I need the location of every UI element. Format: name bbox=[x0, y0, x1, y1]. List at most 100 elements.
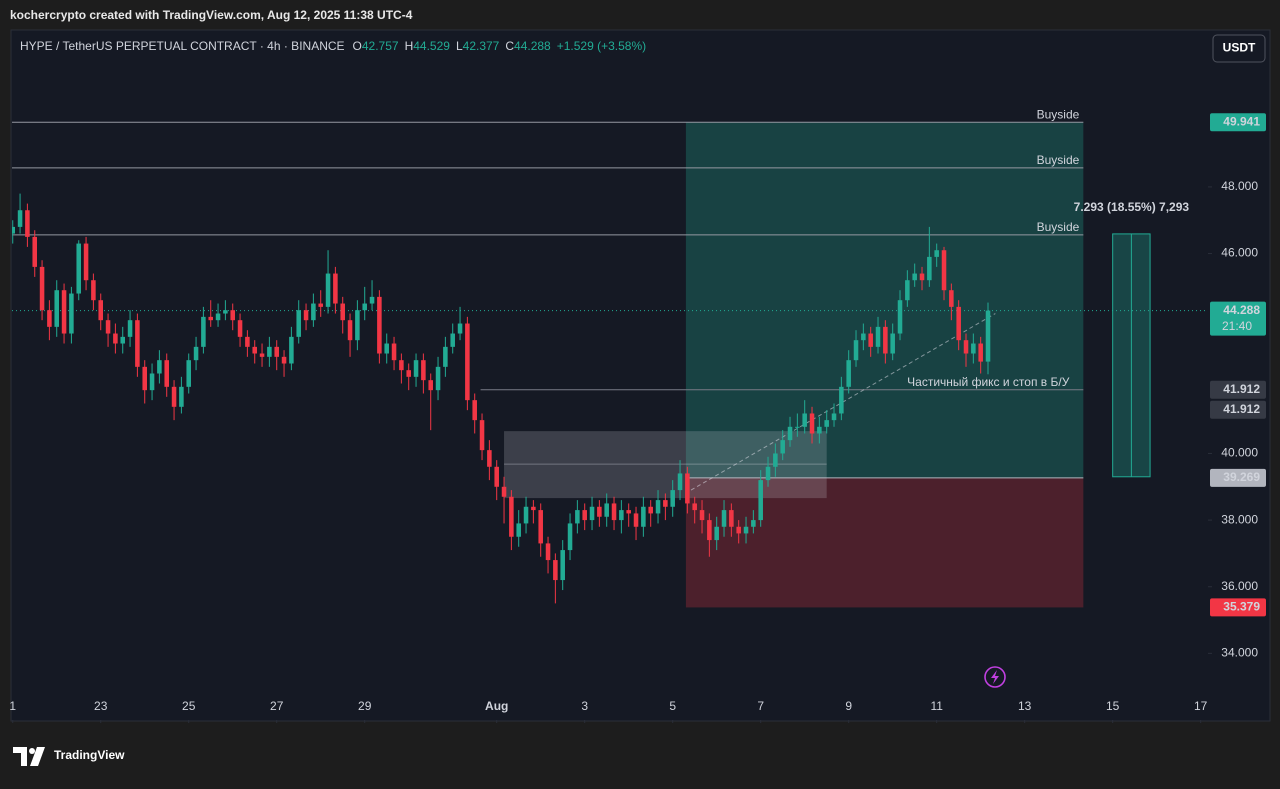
candle-body bbox=[985, 310, 991, 362]
candle-body bbox=[721, 510, 727, 527]
candle-body bbox=[604, 503, 609, 517]
candle-body bbox=[714, 526, 719, 541]
candle-body bbox=[883, 326, 888, 354]
candle-body bbox=[39, 266, 45, 311]
candle-body bbox=[516, 523, 521, 537]
change: +1.529 (+3.58%) bbox=[557, 39, 646, 53]
candle-body bbox=[347, 320, 353, 341]
candle-body bbox=[25, 210, 30, 237]
candle-body bbox=[677, 473, 683, 491]
candle-body bbox=[318, 303, 323, 307]
candle-body bbox=[355, 310, 360, 341]
candle-body bbox=[142, 366, 147, 391]
candle-body bbox=[193, 346, 199, 361]
candle-body bbox=[340, 303, 345, 321]
x-tick-label: Aug bbox=[485, 699, 508, 713]
candle-body bbox=[956, 306, 961, 341]
last-price-box bbox=[1210, 301, 1266, 336]
candle-body bbox=[531, 506, 536, 511]
candle-body bbox=[875, 326, 881, 347]
chart-panel bbox=[10, 29, 1271, 722]
candle-body bbox=[362, 303, 367, 311]
buyside-label: Buyside bbox=[1037, 220, 1080, 234]
candle-body bbox=[333, 273, 338, 304]
ohlc-key: O bbox=[353, 39, 362, 53]
currency-button[interactable] bbox=[1212, 34, 1266, 63]
brand: TradingView bbox=[54, 748, 125, 762]
candle-body bbox=[670, 490, 675, 507]
candle-body bbox=[127, 320, 133, 337]
candle-body bbox=[560, 550, 565, 581]
target-tag bbox=[1210, 113, 1266, 132]
y-tick-label: 38.000 bbox=[1221, 512, 1258, 526]
candle-body bbox=[391, 343, 397, 361]
x-tick-label: 23 bbox=[94, 699, 108, 713]
entry-label: 39.269 bbox=[1223, 470, 1260, 484]
candle-body bbox=[934, 250, 939, 257]
candle-body bbox=[230, 310, 235, 321]
candle-body bbox=[208, 316, 213, 321]
candle-body bbox=[575, 510, 580, 524]
candle-body bbox=[751, 520, 756, 527]
candle-body bbox=[978, 343, 983, 362]
candle-body bbox=[736, 526, 741, 534]
candle-body bbox=[113, 333, 118, 344]
x-tick-label: 15 bbox=[1106, 699, 1120, 713]
candle-body bbox=[98, 300, 104, 321]
lightning-icon[interactable] bbox=[984, 666, 1006, 688]
candle-body bbox=[868, 333, 873, 347]
candle-body bbox=[450, 333, 455, 347]
candle-body bbox=[692, 503, 697, 511]
candle-body bbox=[12, 226, 16, 234]
candle-body bbox=[523, 506, 529, 524]
candle-body bbox=[406, 370, 411, 377]
candle-body bbox=[919, 273, 925, 281]
x-tick-label: 3 bbox=[581, 699, 588, 713]
candle-body bbox=[787, 426, 793, 441]
candle-body bbox=[281, 356, 287, 364]
y-tick-label: 34.000 bbox=[1221, 646, 1258, 660]
candle-body bbox=[443, 346, 448, 367]
candle-body bbox=[61, 290, 67, 334]
breakeven-tag bbox=[1210, 380, 1266, 399]
x-tick-label: 25 bbox=[182, 699, 196, 713]
candle-body bbox=[861, 333, 866, 341]
candle-body bbox=[685, 473, 690, 504]
candle-body bbox=[553, 560, 558, 581]
candle-body bbox=[795, 426, 800, 428]
candle-body bbox=[897, 300, 903, 334]
candle-body bbox=[626, 510, 631, 514]
candle-body bbox=[274, 346, 279, 357]
target-label: 49.941 bbox=[1223, 114, 1260, 128]
x-tick-label: 27 bbox=[270, 699, 284, 713]
candle-body bbox=[201, 316, 206, 347]
candle-body bbox=[457, 323, 463, 334]
candle-body bbox=[743, 526, 749, 534]
candle-body bbox=[17, 210, 23, 227]
candle-body bbox=[853, 340, 859, 361]
candle-body bbox=[809, 413, 815, 434]
candle-body bbox=[76, 243, 82, 294]
candle-body bbox=[780, 440, 785, 454]
candle-body bbox=[369, 296, 375, 304]
candle-body bbox=[435, 366, 441, 391]
candle-body bbox=[83, 243, 89, 281]
candle-body bbox=[648, 506, 653, 514]
last-price-label: 44.288 bbox=[1223, 303, 1260, 317]
candle-body bbox=[428, 380, 433, 391]
ohlc-key: L bbox=[456, 39, 463, 53]
measure-label: 7.293 (18.55%) 7,293 bbox=[1074, 200, 1190, 214]
candle-body bbox=[413, 360, 419, 377]
candle-body bbox=[905, 280, 910, 301]
currency[interactable]: USDT bbox=[1223, 41, 1256, 55]
candle-body bbox=[839, 386, 844, 414]
candle-body bbox=[663, 500, 668, 507]
candle-body bbox=[846, 360, 851, 387]
candle-body bbox=[971, 343, 976, 354]
entry-tag bbox=[1210, 468, 1266, 487]
candle-body bbox=[245, 336, 250, 347]
candle-body bbox=[237, 320, 243, 337]
x-tick-label: 1 bbox=[9, 699, 16, 713]
candle-body bbox=[707, 520, 712, 541]
breakeven-2-tag bbox=[1210, 400, 1266, 419]
